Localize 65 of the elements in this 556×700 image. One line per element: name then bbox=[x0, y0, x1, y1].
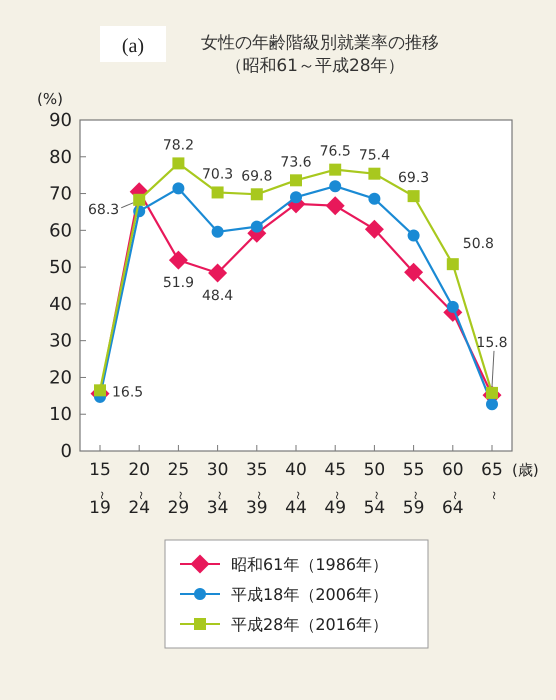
y-tick-label: 50 bbox=[49, 257, 72, 278]
point bbox=[290, 174, 302, 186]
x-tick-label: 50～54 bbox=[364, 460, 386, 518]
y-tick-label: 40 bbox=[49, 294, 72, 315]
point bbox=[326, 196, 345, 216]
point bbox=[329, 164, 342, 176]
point bbox=[168, 250, 188, 270]
point bbox=[250, 188, 263, 200]
y-tick-label: 90 bbox=[49, 110, 72, 131]
point bbox=[446, 258, 459, 270]
x-tick-label: 40～44 bbox=[285, 460, 307, 518]
data-label: 68.3 bbox=[88, 202, 120, 218]
y-tick-label: 0 bbox=[60, 441, 72, 462]
data-label: 51.9 bbox=[162, 275, 194, 292]
data-label: 78.2 bbox=[162, 137, 194, 154]
y-tick-label: 10 bbox=[49, 404, 72, 426]
point bbox=[364, 220, 384, 239]
x-tick-label: 15～19 bbox=[89, 460, 111, 518]
point bbox=[172, 157, 184, 170]
point bbox=[486, 398, 498, 410]
point bbox=[368, 192, 380, 205]
x-tick-label: 35～39 bbox=[246, 460, 268, 518]
point bbox=[208, 263, 228, 282]
point bbox=[172, 182, 184, 194]
point bbox=[408, 229, 420, 242]
data-label: 75.4 bbox=[358, 148, 390, 164]
text: (a) bbox=[122, 35, 144, 57]
point bbox=[250, 220, 263, 233]
legend-label: 平成18年（2006年） bbox=[231, 585, 388, 604]
x-tick-label: 20～24 bbox=[128, 460, 150, 518]
y-tick-label: 30 bbox=[49, 330, 72, 352]
data-label: 15.8 bbox=[476, 334, 508, 351]
point bbox=[446, 300, 459, 313]
point bbox=[212, 186, 224, 198]
x-tick-label: 45～49 bbox=[324, 460, 346, 518]
point bbox=[212, 226, 224, 238]
x-axis-title: (歳) bbox=[512, 461, 539, 479]
data-label: 73.6 bbox=[280, 154, 312, 170]
data-label: 76.5 bbox=[320, 144, 351, 160]
data-label: 70.3 bbox=[202, 166, 234, 182]
x-tick-label: 30～34 bbox=[206, 460, 228, 518]
y-tick-label: 70 bbox=[49, 184, 72, 205]
chart-title: 女性の年齢階級別就業率の推移 bbox=[201, 33, 439, 53]
data-label: 69.3 bbox=[398, 170, 430, 186]
data-label: 16.5 bbox=[112, 384, 144, 400]
y-tick-label: 20 bbox=[49, 367, 72, 388]
x-tick-label: 25～29 bbox=[168, 460, 190, 518]
y-tick-label: 80 bbox=[49, 146, 72, 168]
x-tick-label: 65～ bbox=[481, 460, 503, 502]
x-tick-label: 60～64 bbox=[442, 460, 464, 518]
point bbox=[368, 168, 380, 180]
legend-label: 昭和61年（1986年） bbox=[231, 555, 388, 574]
y-axis-title: (%) bbox=[37, 90, 63, 108]
point bbox=[329, 180, 342, 192]
point bbox=[290, 191, 302, 204]
point bbox=[408, 190, 420, 202]
chart-subtitle: （昭和61～平成28年） bbox=[225, 56, 405, 76]
data-label: 69.8 bbox=[241, 168, 272, 184]
data-label: 48.4 bbox=[202, 288, 234, 304]
point bbox=[404, 262, 424, 282]
y-tick-label: 60 bbox=[49, 220, 72, 242]
data-label: 50.8 bbox=[462, 236, 494, 252]
x-tick-label: 55～59 bbox=[402, 460, 424, 518]
legend-label: 平成28年（2016年） bbox=[231, 615, 388, 634]
point bbox=[133, 194, 146, 206]
